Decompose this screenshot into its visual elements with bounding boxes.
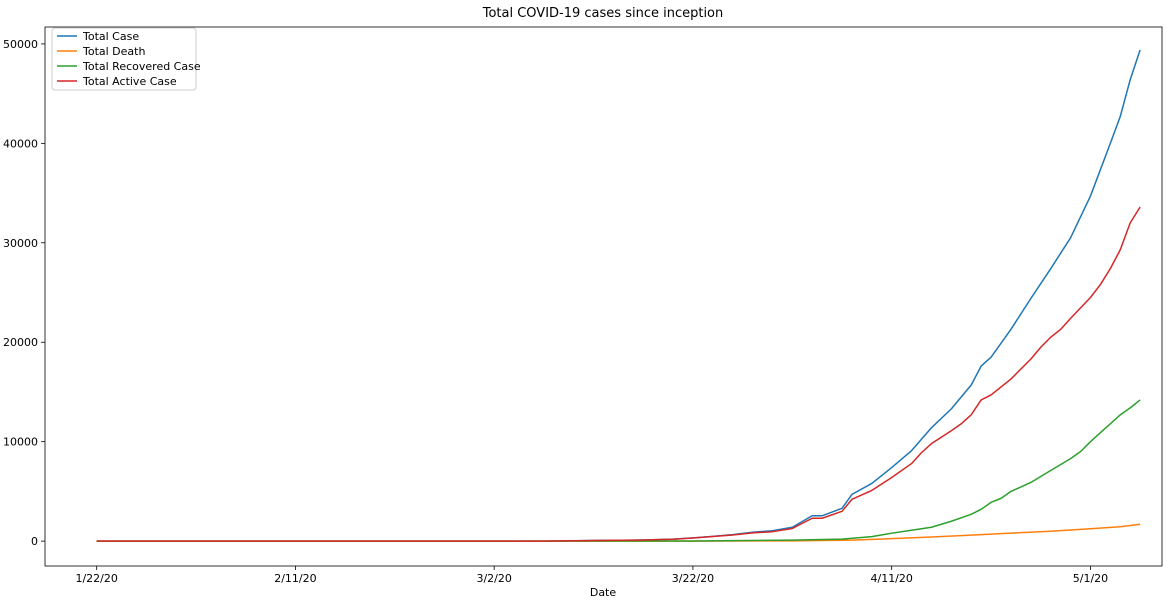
x-axis: 1/22/20 2/11/20 3/2/20 3/22/20 4/11/20 5/1/20 <box>75 566 1108 585</box>
series-layer <box>96 49 1141 542</box>
y-tick-label: 10000 <box>3 436 38 449</box>
plot-frame <box>44 26 1163 567</box>
y-tick-label: 20000 <box>3 336 38 349</box>
y-tick-label: 0 <box>31 535 38 548</box>
series-line-3 <box>96 399 1141 542</box>
legend: Total Case Total Death Total Recovered Cas… <box>51 27 201 91</box>
chart-title: Total COVID-19 cases since inception <box>482 6 724 21</box>
x-tick-label: 2/11/20 <box>274 572 316 585</box>
x-axis-label: Date <box>590 586 617 599</box>
legend-box <box>51 27 197 91</box>
x-tick-label: 1/22/20 <box>75 572 117 585</box>
series-line-4 <box>96 206 1141 542</box>
legend-entry: Total Recovered Case <box>82 60 201 73</box>
x-tick-label: 3/22/20 <box>672 572 714 585</box>
legend-entry: Total Death <box>82 45 145 58</box>
x-tick-label: 5/1/20 <box>1073 572 1108 585</box>
x-tick-label: 3/2/20 <box>476 572 511 585</box>
y-tick-label: 40000 <box>3 137 38 150</box>
legend-entry: Total Active Case <box>82 75 177 88</box>
y-tick-label: 50000 <box>3 38 38 51</box>
x-tick-label: 4/11/20 <box>870 572 912 585</box>
legend-entry: Total Case <box>82 30 139 43</box>
y-tick-label: 30000 <box>3 237 38 250</box>
y-axis: 0 10000 20000 30000 40000 50000 <box>3 38 45 548</box>
